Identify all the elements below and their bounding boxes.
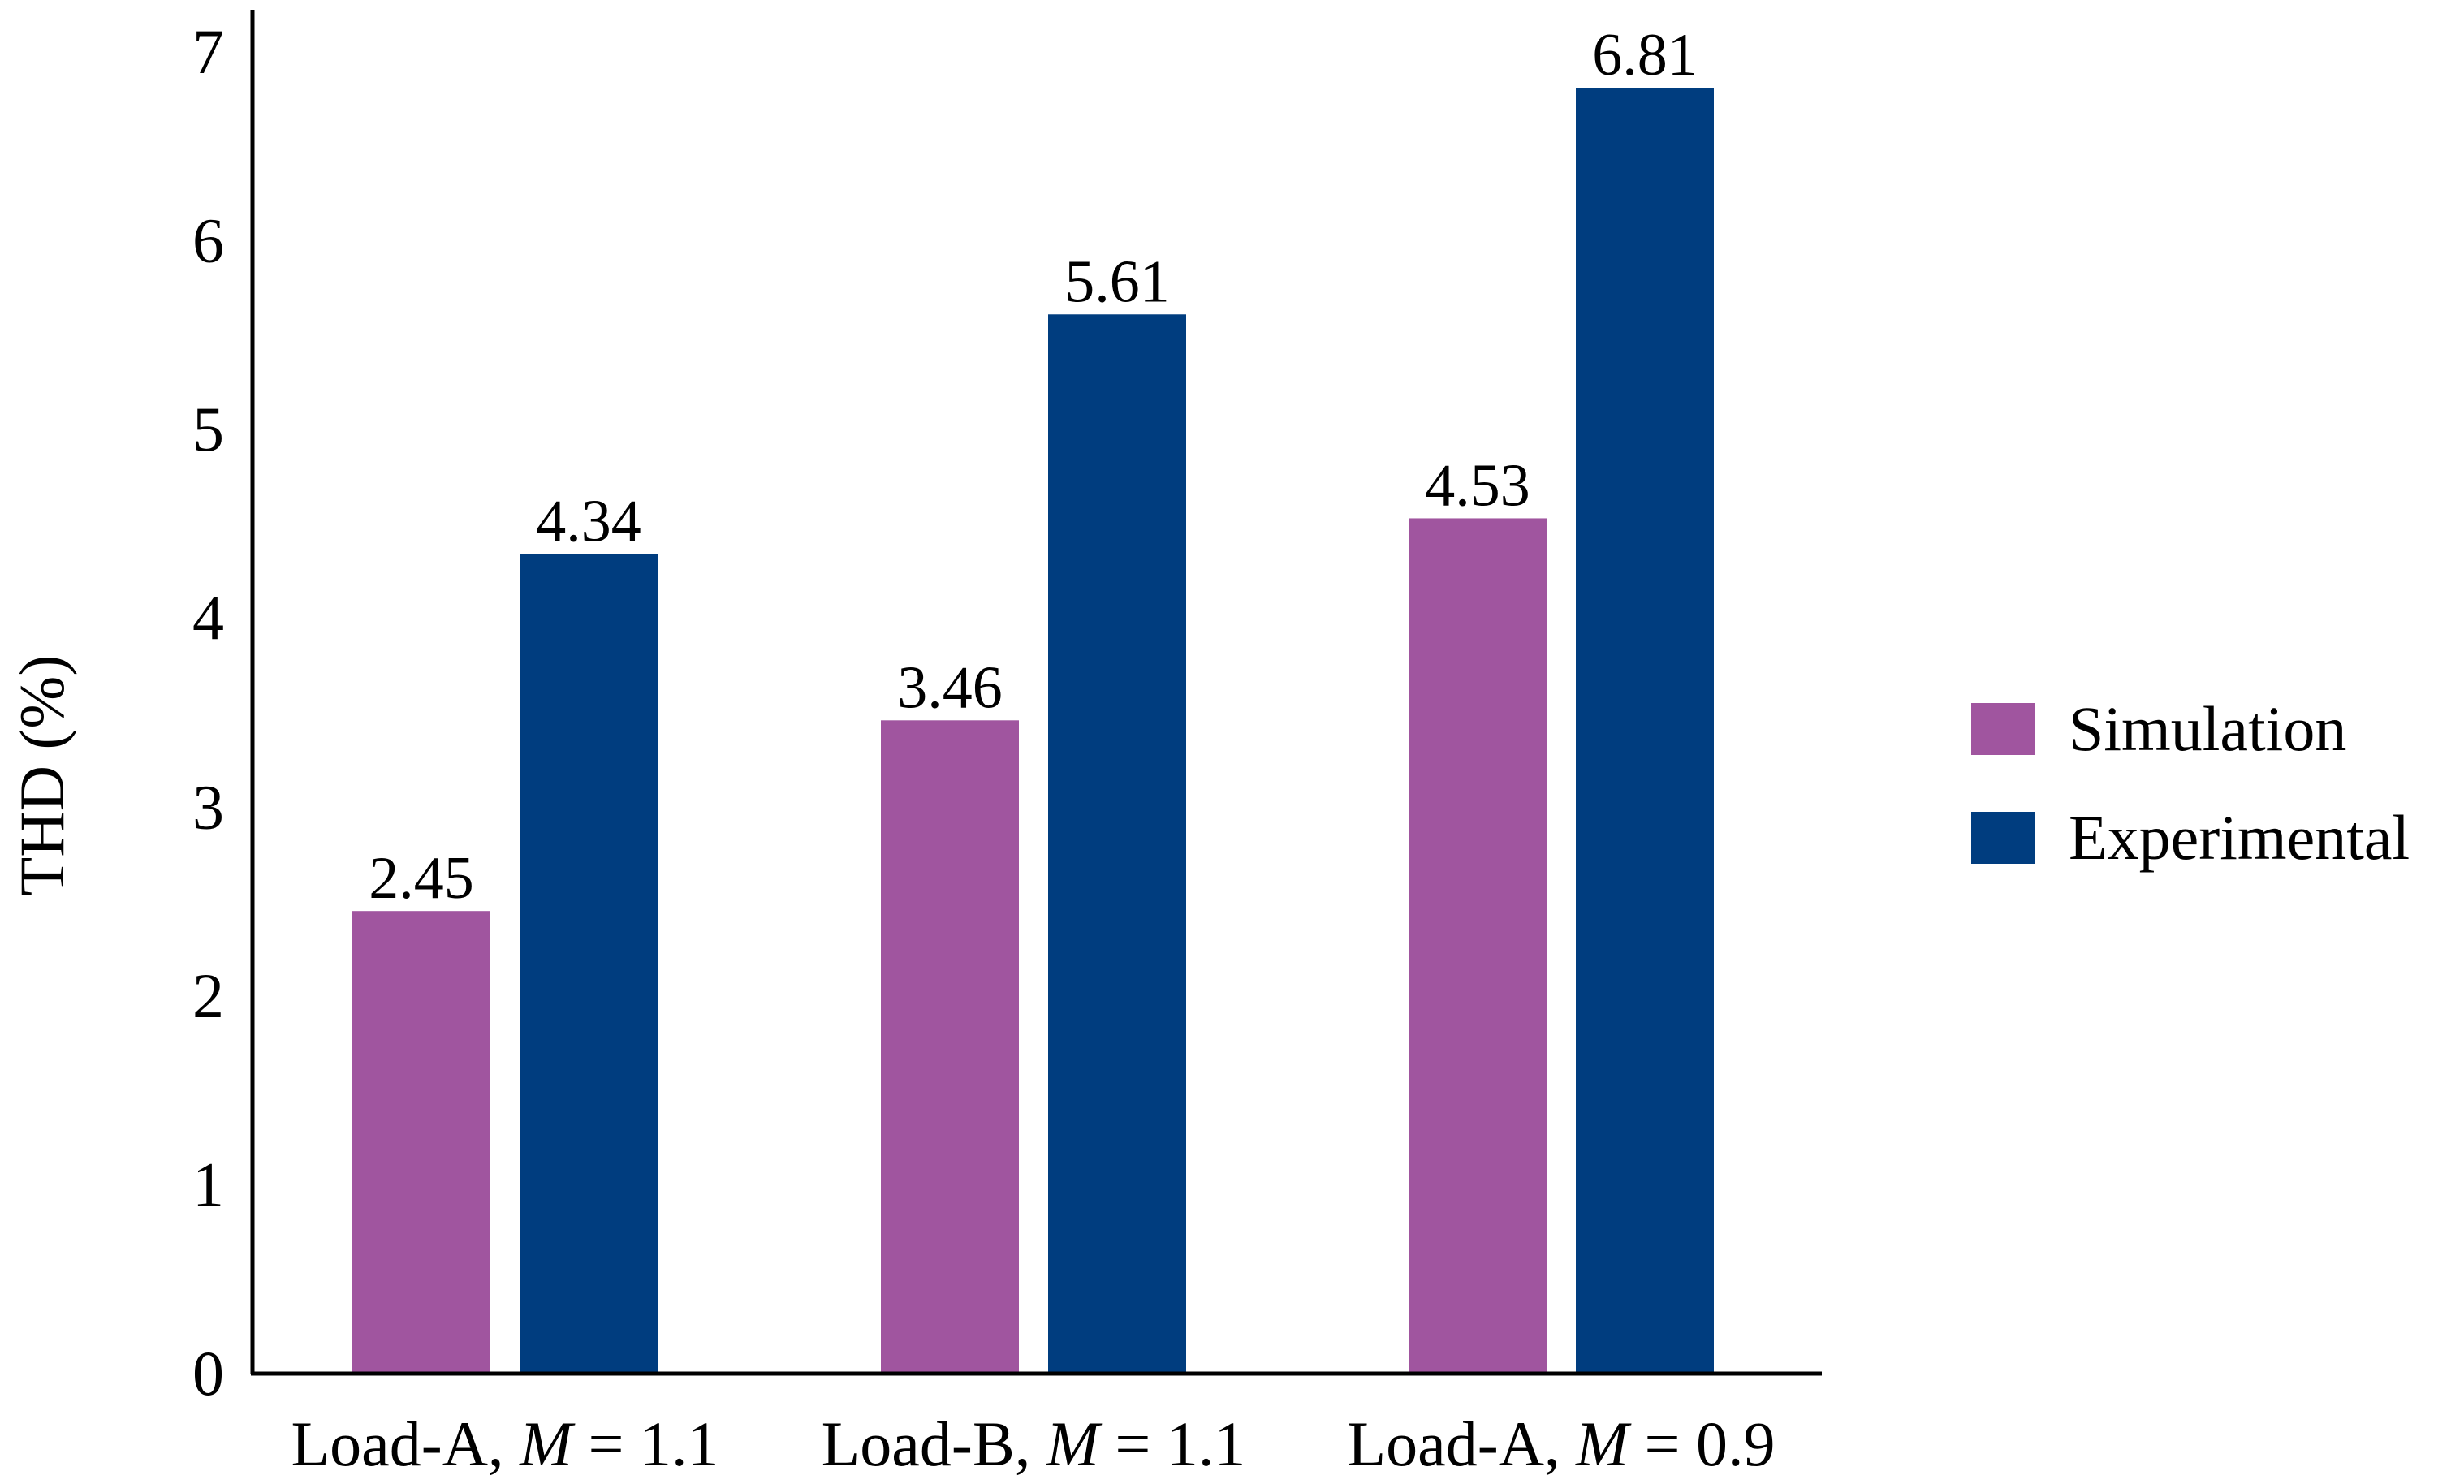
y-tick-label: 6 — [192, 205, 224, 276]
legend-label-experimental: Experimental — [2069, 802, 2410, 873]
axes-layer — [250, 10, 1822, 1376]
data-label-simulation-2: 3.46 — [897, 654, 1003, 721]
value-labels-layer: 2.45 3.46 4.53 4.34 5.61 6.81 — [369, 22, 1698, 912]
x-tick-label-prefix: Load-A, — [291, 1409, 520, 1479]
data-label-experimental-3: 6.81 — [1592, 22, 1698, 88]
y-tick-label: 2 — [192, 960, 224, 1031]
bar-simulation-1 — [352, 911, 490, 1374]
bar-experimental-3 — [1576, 88, 1714, 1374]
data-label-simulation-1: 2.45 — [369, 845, 474, 912]
legend-swatch-experimental — [1971, 812, 2035, 864]
y-tick-label: 1 — [192, 1149, 224, 1219]
y-tick-labels: 0 1 2 3 4 5 6 7 — [192, 16, 224, 1409]
y-tick-label: 3 — [192, 771, 224, 842]
data-label-simulation-3: 4.53 — [1425, 452, 1530, 519]
bar-simulation-2 — [881, 720, 1019, 1374]
y-tick-label: 5 — [192, 394, 224, 464]
x-tick-label-suffix: = 0.9 — [1629, 1409, 1776, 1479]
x-tick-label: Load-A, M = 1.1 — [291, 1409, 718, 1479]
x-tick-label-suffix: = 1.1 — [572, 1409, 719, 1479]
x-tick-label: Load-B, M = 1.1 — [822, 1409, 1246, 1479]
bar-simulation-3 — [1409, 518, 1547, 1374]
data-label-experimental-2: 5.61 — [1064, 248, 1170, 315]
bar-experimental-1 — [520, 554, 658, 1374]
data-label-experimental-1: 4.34 — [536, 489, 641, 555]
legend: Simulation Experimental — [1971, 693, 2410, 873]
x-tick-labels: Load-A, M = 1.1 Load-B, M = 1.1 Load-A, M … — [291, 1409, 1775, 1479]
x-tick-label-variable: M — [1575, 1409, 1632, 1479]
x-tick-label-suffix: = 1.1 — [1099, 1409, 1246, 1479]
y-tick-label: 7 — [192, 16, 224, 87]
y-tick-label: 0 — [192, 1338, 224, 1409]
x-tick-label-prefix: Load-B, — [822, 1409, 1046, 1479]
bars-layer — [352, 88, 1714, 1374]
x-tick-label-variable: M — [1046, 1409, 1103, 1479]
x-tick-label: Load-A, M = 0.9 — [1347, 1409, 1775, 1479]
bar-experimental-2 — [1048, 314, 1186, 1374]
x-tick-label-variable: M — [519, 1409, 576, 1479]
legend-label-simulation: Simulation — [2069, 693, 2346, 764]
y-tick-label: 4 — [192, 583, 224, 654]
x-tick-label-prefix: Load-A, — [1347, 1409, 1576, 1479]
legend-swatch-simulation — [1971, 703, 2035, 755]
y-axis-label: THD (%) — [6, 655, 77, 896]
